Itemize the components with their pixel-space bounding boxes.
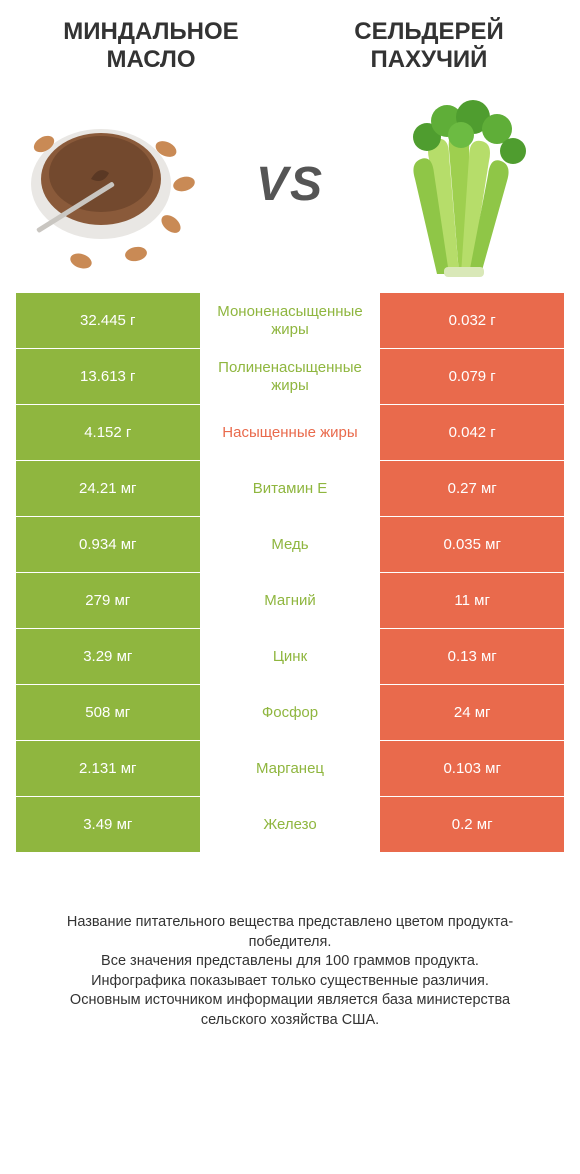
footer-line: Инфографика показывает только существенн… — [38, 972, 542, 992]
footer-line: Основным источником информации является … — [38, 991, 542, 1030]
table-row: 13.613 гПолиненасыщенные жиры0.079 г — [16, 349, 564, 405]
nutrient-label-cell: Полиненасыщенные жиры — [200, 349, 381, 405]
right-value-cell: 0.032 г — [380, 293, 564, 349]
left-value-cell: 2.131 мг — [16, 741, 200, 797]
right-value-cell: 0.035 мг — [380, 517, 564, 573]
table-row: 32.445 гМононенасыщенные жиры0.032 г — [16, 293, 564, 349]
left-value-cell: 3.29 мг — [16, 629, 200, 685]
nutrient-table: 32.445 гМононенасыщенные жиры0.032 г13.6… — [16, 293, 564, 853]
left-value-cell: 3.49 мг — [16, 797, 200, 853]
right-value-cell: 0.2 мг — [380, 797, 564, 853]
footer-notes: Название питательного вещества представл… — [16, 913, 564, 1050]
nutrient-label-cell: Фосфор — [200, 685, 381, 741]
table-row: 279 мгМагний11 мг — [16, 573, 564, 629]
right-value-cell: 11 мг — [380, 573, 564, 629]
nutrient-label-cell: Цинк — [200, 629, 381, 685]
right-product-image — [374, 89, 564, 279]
table-row: 0.934 мгМедь0.035 мг — [16, 517, 564, 573]
table-row: 4.152 гНасыщенные жиры0.042 г — [16, 405, 564, 461]
footer-line: Название питательного вещества представл… — [38, 913, 542, 952]
table-row: 3.49 мгЖелезо0.2 мг — [16, 797, 564, 853]
left-value-cell: 13.613 г — [16, 349, 200, 405]
nutrient-label-cell: Марганец — [200, 741, 381, 797]
left-value-cell: 0.934 мг — [16, 517, 200, 573]
nutrient-label-cell: Медь — [200, 517, 381, 573]
left-value-cell: 32.445 г — [16, 293, 200, 349]
left-product-image — [16, 89, 206, 279]
nutrient-label-cell: Железо — [200, 797, 381, 853]
left-value-cell: 24.21 мг — [16, 461, 200, 517]
right-value-cell: 0.13 мг — [380, 629, 564, 685]
right-value-cell: 0.042 г — [380, 405, 564, 461]
right-value-cell: 0.27 мг — [380, 461, 564, 517]
footer-line: Все значения представлены для 100 граммо… — [38, 952, 542, 972]
images-row: VS — [16, 89, 564, 279]
nutrient-label-cell: Магний — [200, 573, 381, 629]
vs-label: VS — [256, 157, 324, 212]
right-product-title: СЕЛЬДЕРЕЙ ПАХУЧИЙ — [294, 18, 564, 73]
header-row: МИНДАЛЬНОЕ МАСЛО СЕЛЬДЕРЕЙ ПАХУЧИЙ — [16, 18, 564, 73]
left-value-cell: 279 мг — [16, 573, 200, 629]
left-value-cell: 508 мг — [16, 685, 200, 741]
table-row: 508 мгФосфор24 мг — [16, 685, 564, 741]
left-value-cell: 4.152 г — [16, 405, 200, 461]
right-value-cell: 0.079 г — [380, 349, 564, 405]
table-row: 2.131 мгМарганец0.103 мг — [16, 741, 564, 797]
right-value-cell: 0.103 мг — [380, 741, 564, 797]
right-value-cell: 24 мг — [380, 685, 564, 741]
table-row: 3.29 мгЦинк0.13 мг — [16, 629, 564, 685]
table-row: 24.21 мгВитамин E0.27 мг — [16, 461, 564, 517]
nutrient-label-cell: Витамин E — [200, 461, 381, 517]
nutrient-label-cell: Мононенасыщенные жиры — [200, 293, 381, 349]
left-product-title: МИНДАЛЬНОЕ МАСЛО — [16, 18, 286, 73]
nutrient-label-cell: Насыщенные жиры — [200, 405, 381, 461]
